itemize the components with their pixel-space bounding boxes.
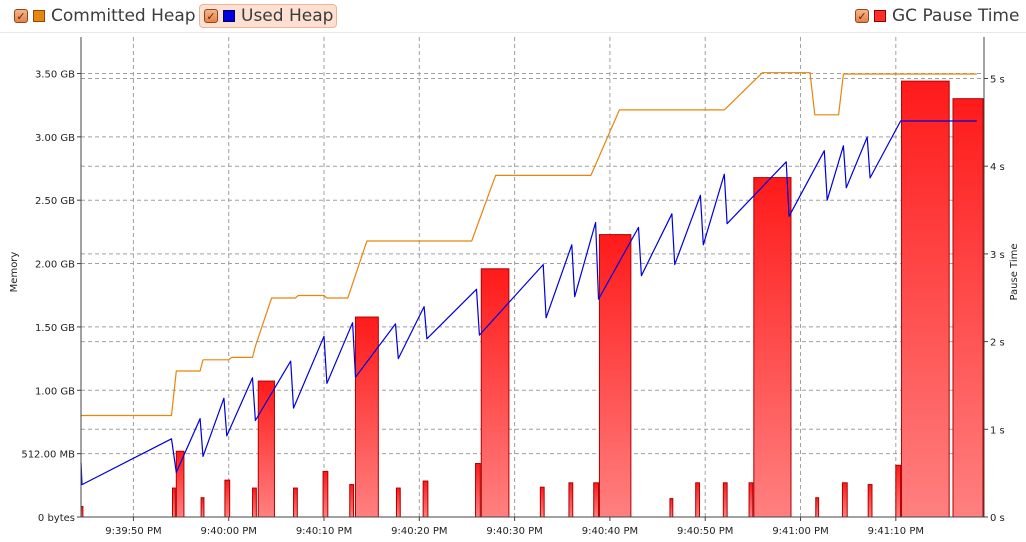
gc-pause-bar	[224, 479, 231, 518]
gc-pause-bar	[293, 487, 298, 518]
y-tick-label: 3.00 GB	[35, 133, 75, 144]
y-tick-label: 1.00 GB	[35, 386, 75, 397]
gc-pause-bar	[841, 482, 848, 518]
gc-pause-bar	[349, 484, 355, 518]
gc-pause-bar	[952, 98, 984, 518]
gc-pause-bar	[175, 450, 185, 518]
x-tick-label: 9:40:30 PM	[486, 526, 542, 537]
y-tick-label: 512.00 MB	[21, 450, 75, 461]
y-tick-label: 2.50 GB	[35, 196, 75, 207]
gc-pause-bar	[748, 482, 754, 518]
gc-pause-bars	[80, 80, 984, 518]
chart-axes: 0 bytes 512.00 MB 1.00 GB 1.50 GB 2.00 GB 2.5…	[21, 37, 1005, 537]
y2-tick-label: 2 s	[990, 338, 1005, 349]
committed-heap-swatch	[33, 10, 45, 22]
x-tick-label: 9:40:50 PM	[677, 526, 733, 537]
gc-pause-time-label: GC Pause Time	[892, 6, 1020, 26]
y-axis-label: Memory	[9, 252, 20, 293]
y2-axis-label: Pause Time	[1009, 243, 1020, 300]
checkmark-icon: ✓	[206, 9, 216, 23]
gc-pause-bar	[598, 234, 632, 518]
x-tick-label: 9:39:50 PM	[105, 526, 161, 537]
heap-series	[80, 72, 977, 486]
gc-pause-bar	[171, 487, 176, 518]
x-tick-label: 9:40:00 PM	[201, 526, 257, 537]
y2-tick-label: 5 s	[990, 75, 1005, 86]
gc-pause-bar	[722, 482, 728, 518]
used-heap-checkbox[interactable]: ✓	[204, 9, 218, 23]
y2-tick-label: 3 s	[990, 250, 1005, 261]
chart-grid	[81, 37, 984, 517]
gc-pause-bar	[322, 470, 329, 518]
gc-pause-time-checkbox[interactable]: ✓	[855, 9, 869, 23]
y-tick-label: 1.50 GB	[35, 323, 75, 334]
committed-heap-checkbox[interactable]: ✓	[14, 9, 28, 23]
gc-pause-bar	[568, 482, 574, 518]
committed-heap-line	[81, 72, 977, 417]
gc-pause-bar	[695, 482, 700, 518]
x-tick-label: 9:40:40 PM	[582, 526, 638, 537]
gc-pause-bar	[901, 80, 950, 518]
legend-gc-pause-time[interactable]: ✓ GC Pause Time	[851, 4, 1019, 28]
gc-pause-bar	[815, 497, 820, 518]
gc-pause-bar	[354, 316, 379, 518]
used-heap-line	[80, 120, 977, 486]
gc-pause-time-swatch	[874, 10, 886, 22]
y-tick-label: 0 bytes	[38, 513, 75, 524]
used-heap-label: Used Heap	[241, 6, 334, 26]
checkmark-icon: ✓	[16, 9, 26, 23]
x-tick-label: 9:40:10 PM	[296, 526, 352, 537]
checkmark-icon: ✓	[857, 9, 867, 23]
y2-tick-label: 0 s	[990, 513, 1005, 524]
x-tick-label: 9:41:00 PM	[772, 526, 828, 537]
chart-legend: ✓ Committed Heap ✓ Used Heap ✓ GC Pause …	[0, 0, 1026, 33]
gc-pause-bar	[200, 497, 205, 518]
gc-pause-bar	[480, 268, 510, 518]
committed-heap-label: Committed Heap	[51, 6, 196, 26]
gc-pause-bar	[395, 487, 401, 518]
gc-pause-bar	[252, 487, 257, 518]
x-tick-label: 9:40:20 PM	[391, 526, 447, 537]
used-heap-swatch	[223, 10, 235, 22]
gc-pause-bar	[895, 464, 902, 518]
y-tick-label: 2.00 GB	[35, 260, 75, 271]
legend-committed-heap[interactable]: ✓ Committed Heap	[10, 4, 196, 28]
y2-tick-label: 4 s	[990, 162, 1005, 173]
y-tick-label: 3.50 GB	[35, 69, 75, 80]
gc-pause-bar	[669, 498, 674, 518]
gc-pause-bar	[753, 177, 792, 518]
gc-pause-bar	[539, 486, 545, 518]
gc-pause-bar	[475, 463, 481, 518]
legend-used-heap[interactable]: ✓ Used Heap	[199, 4, 338, 28]
x-tick-label: 9:41:10 PM	[868, 526, 924, 537]
gc-pause-bar	[593, 482, 599, 518]
gc-pause-bar	[422, 480, 429, 518]
y2-tick-label: 1 s	[990, 425, 1005, 436]
gc-pause-bar	[867, 484, 873, 518]
